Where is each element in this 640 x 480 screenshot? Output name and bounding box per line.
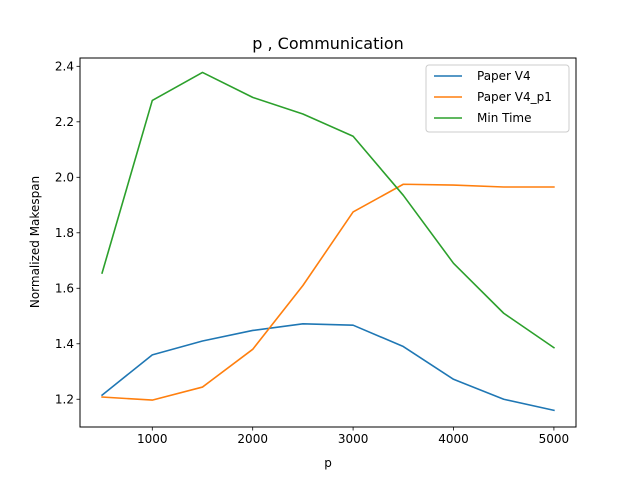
x-tick-label: 2000: [237, 432, 268, 446]
legend: Paper V4 Paper V4_p1 Min Time: [425, 64, 570, 133]
x-axis-ticks: 1000 2000 3000 4000 5000: [137, 427, 569, 446]
y-axis-label: Normalized Makespan: [28, 176, 42, 308]
x-tick-label: 4000: [438, 432, 469, 446]
legend-label: Min Time: [477, 111, 531, 125]
legend-frame: [425, 64, 570, 133]
y-tick-label: 1.4: [55, 337, 74, 351]
plot-area-frame: [79, 57, 577, 428]
y-tick-label: 2.4: [55, 59, 74, 73]
x-tick-label: 3000: [338, 432, 369, 446]
x-axis-label: p: [324, 456, 332, 470]
chart-title: p , Communication: [252, 34, 404, 53]
y-tick-label: 1.6: [55, 281, 74, 295]
series-line-1: [101, 183, 555, 401]
y-tick-label: 1.8: [55, 226, 74, 240]
x-tick-label: 5000: [539, 432, 570, 446]
y-tick-label: 1.2: [55, 392, 74, 406]
legend-label: Paper V4: [477, 69, 531, 83]
series-line-2: [101, 71, 556, 349]
series-layer: [100, 71, 556, 412]
legend-label: Paper V4_p1: [477, 90, 552, 104]
y-tick-label: 2.2: [55, 115, 74, 129]
y-axis-ticks: 1.2 1.4 1.6 1.8 2.0 2.2 2.4: [55, 59, 80, 406]
x-tick-label: 1000: [137, 432, 168, 446]
y-tick-label: 2.0: [55, 170, 74, 184]
series-line-0: [100, 322, 555, 412]
